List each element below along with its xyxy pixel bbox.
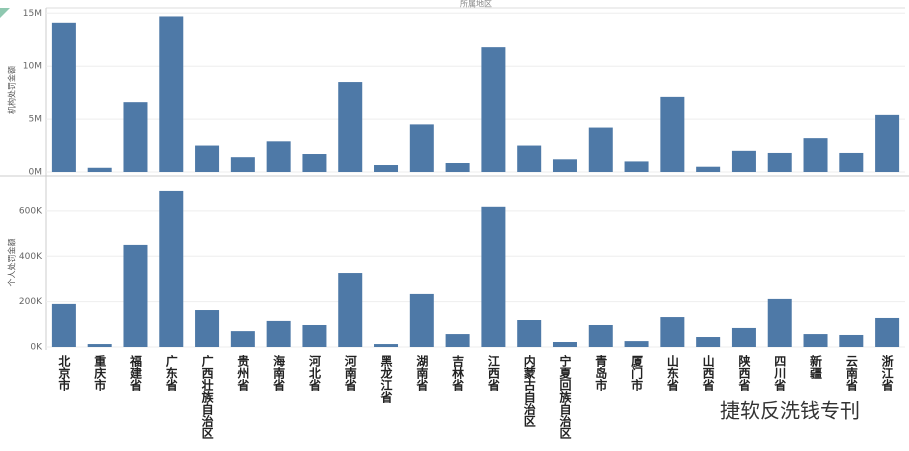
bar [517,145,542,172]
bar [767,298,792,347]
x-tick-label: 陕西省 [737,354,751,392]
bar [481,206,506,347]
bar [731,150,756,172]
bar [767,152,792,172]
bar [87,167,112,172]
bar [552,342,577,347]
x-tick-label: 内蒙古自治区 [522,354,536,428]
bar [875,317,900,347]
bar [660,317,685,347]
x-tick-label: 山东省 [665,354,679,392]
corner-mark [0,8,10,18]
bar [624,341,649,347]
y-tick-label: 10M [23,62,42,72]
y-tick-label: 200K [19,297,43,307]
watermark: 捷软反洗钱专刊 [720,399,860,423]
bar [266,141,291,172]
bar [230,331,255,347]
bar [696,337,721,347]
x-tick-label: 吉林省 [451,354,465,392]
bar [517,320,542,347]
bar [195,310,220,347]
bar [195,145,220,172]
x-tick-label: 四川省 [773,355,787,392]
x-tick-label: 河南省 [343,354,357,392]
bar [302,154,327,172]
bar [230,157,255,172]
x-tick-label: 湖南省 [415,354,429,392]
x-tick-label: 新疆 [809,354,823,380]
y-tick-label: 15M [23,9,42,19]
bar [159,16,184,173]
bar [731,327,756,347]
y-tick-label: 0K [30,343,43,353]
bar [159,190,184,347]
y-tick-label: 600K [19,206,43,216]
bar [338,273,363,347]
x-tick-label: 广西壮族自治区 [200,354,214,440]
x-tick-label: 福建省 [128,354,142,392]
x-tick-label: 山西省 [701,354,715,392]
bar [51,22,76,173]
bar [123,102,148,172]
bar [624,161,649,172]
y-tick-label: 0M [29,168,43,178]
bar [588,324,613,347]
bar [51,303,76,347]
x-tick-label: 河北省 [307,354,321,392]
y-axis-label: 机构处罚金额 [7,66,17,114]
x-tick-label: 浙江省 [880,354,894,392]
bar [374,344,399,347]
bar [875,114,900,172]
x-tick-label: 北京市 [57,354,71,392]
x-tick-label: 重庆市 [93,354,107,392]
x-tick-label: 宁夏回族自治区 [558,354,572,440]
y-tick-label: 5M [29,115,43,125]
y-tick-label: 400K [19,252,43,262]
bar [123,244,148,347]
x-tick-label: 广东省 [164,354,178,392]
x-tick-label: 黑龙江省 [379,355,393,404]
bar [552,159,577,172]
x-tick-label: 海南省 [272,354,286,392]
bar [266,320,291,347]
x-tick-label: 贵州省 [236,354,250,392]
bar [696,166,721,172]
bar [445,334,470,347]
bar [409,293,434,347]
x-tick-label: 云南省 [844,355,858,392]
column-header: 所属地区 [460,0,492,9]
bar [374,165,399,172]
bar [660,96,685,172]
bar [839,334,864,347]
bar [302,324,327,347]
x-tick-label: 青岛市 [594,354,608,392]
y-axis-label: 个人处罚金额 [7,239,17,287]
bar [481,47,506,172]
bar [803,138,828,172]
bar [87,344,112,347]
bar [588,127,613,172]
bar [803,334,828,347]
bar [409,124,434,172]
bar [338,82,363,172]
x-tick-label: 厦门市 [630,354,644,392]
bar [445,163,470,172]
bar [839,152,864,172]
x-tick-label: 江西省 [486,354,500,392]
